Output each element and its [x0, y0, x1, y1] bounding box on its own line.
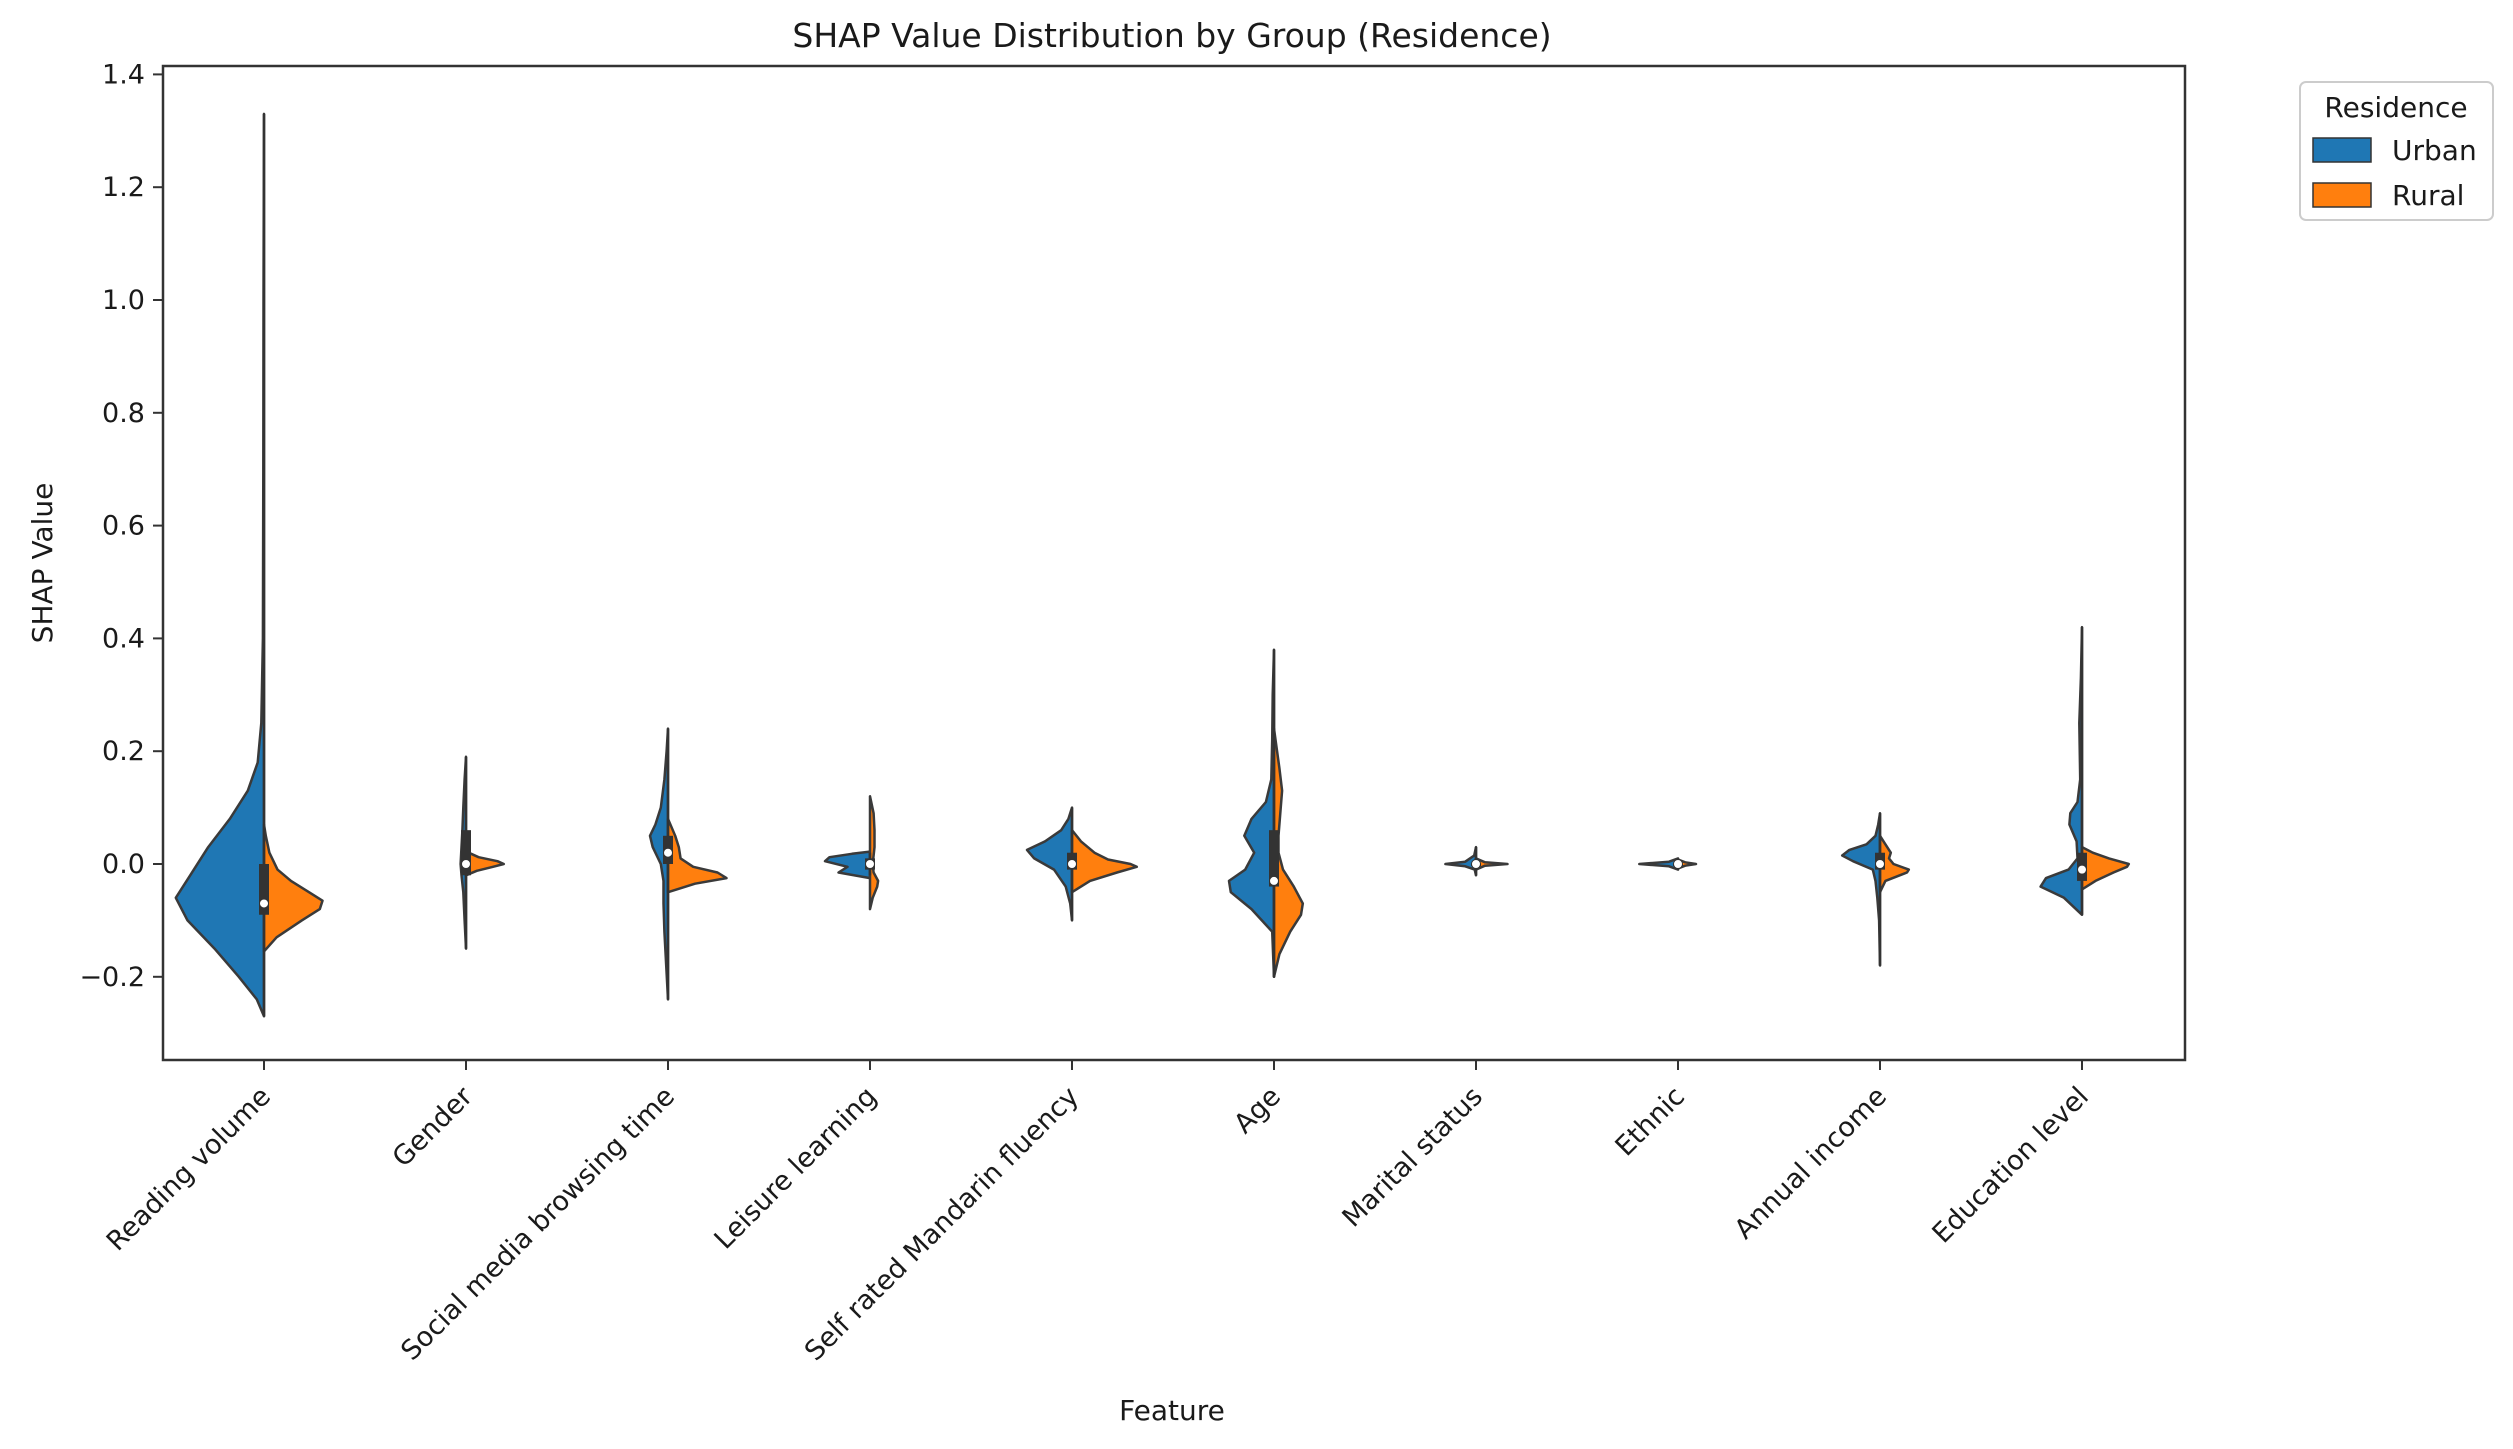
violin-urban-9: [1840, 811, 1882, 967]
legend: Residence Urban Rural: [2299, 81, 2494, 221]
legend-label-urban: Urban: [2392, 134, 2477, 167]
violin-median-dot: [663, 847, 673, 858]
violin-median-dot: [461, 859, 471, 869]
legend-title: Residence: [2324, 91, 2467, 124]
y-tick-label: 0.2: [102, 736, 145, 767]
violin-rural-10: [2080, 845, 2131, 891]
x-tick-label: Annual income: [1729, 1081, 1893, 1245]
violin-rural-4: [868, 795, 880, 911]
violin-urban-10: [2039, 625, 2084, 917]
violin-rural-1: [262, 823, 324, 953]
violin-median-dot: [259, 898, 269, 909]
x-tick-label: Age: [1228, 1081, 1287, 1140]
plot-area-frame: [161, 64, 2187, 1062]
chart-title: SHAP Value Distribution by Group (Reside…: [792, 16, 1551, 55]
x-tick-label: Ethnic: [1609, 1081, 1690, 1162]
violin-urban-1: [174, 112, 266, 1018]
violin-rural-5: [1070, 828, 1139, 894]
x-tick-label: Reading volume: [101, 1081, 277, 1257]
legend-swatch-urban: [2312, 137, 2372, 163]
axis-ticks: −0.2 0.0 0.2 0.4 0.6 0.8 1.0 1.2 1.4 Reading volu…: [79, 59, 2095, 1367]
y-tick-label: 1.4: [102, 59, 145, 90]
y-tick-label: 0.0: [102, 849, 145, 880]
violin-iqr-box: [1269, 830, 1279, 887]
violin-median-dot: [1269, 875, 1279, 886]
x-tick-label: Leisure learning: [708, 1081, 882, 1255]
violin-urban-4: [823, 850, 872, 880]
legend-swatch-rural: [2312, 182, 2372, 208]
violin-rural-9: [1878, 834, 1911, 894]
violin-rural-3: [666, 817, 728, 894]
violin-urban-6: [1227, 648, 1276, 979]
violin-rural-2: [464, 845, 506, 877]
y-tick-label: −0.2: [79, 962, 145, 993]
x-tick-label: Gender: [387, 1080, 480, 1173]
violin-urban-8: [1638, 857, 1680, 871]
violin-urban-5: [1025, 806, 1074, 922]
violin-median-dot: [1067, 859, 1077, 869]
violin-median-dot: [1673, 859, 1683, 869]
violin-urban-3: [648, 727, 670, 1001]
y-tick-label: 0.8: [102, 398, 145, 429]
violin-iqr-box: [259, 864, 269, 915]
x-tick-label: Marital status: [1336, 1081, 1488, 1233]
violin-median-dot: [865, 859, 875, 869]
violins-layer: [174, 112, 2131, 1018]
legend-label-rural: Rural: [2392, 179, 2464, 212]
y-tick-label: 1.2: [102, 172, 145, 203]
x-tick-label: Education level: [1927, 1081, 2095, 1249]
violin-iqr-box: [461, 830, 471, 876]
violin-median-dot: [1875, 859, 1885, 869]
y-tick-label: 1.0: [102, 285, 145, 316]
x-axis-label: Feature: [1119, 1394, 1225, 1427]
violin-median-dot: [1471, 859, 1481, 869]
y-tick-label: 0.6: [102, 511, 145, 542]
violin-urban-7: [1444, 845, 1478, 877]
violin-median-dot: [2077, 864, 2087, 875]
y-tick-label: 0.4: [102, 623, 145, 654]
y-axis-label: SHAP Value: [26, 483, 59, 644]
